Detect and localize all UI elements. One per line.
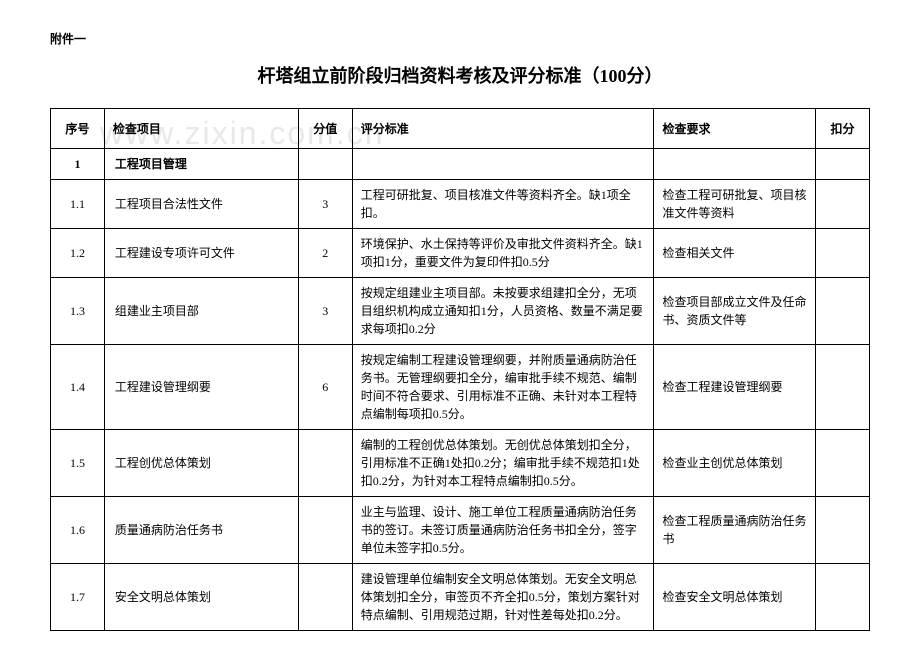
row-item: 工程建设管理纲要 [104,345,298,430]
row-item: 工程项目合法性文件 [104,180,298,229]
row-requirement: 检查工程可研批复、项目核准文件等资料 [654,180,816,229]
row-score: 3 [298,278,352,345]
header-item: 检查项目 [104,109,298,149]
row-score: 3 [298,180,352,229]
row-standard: 工程可研批复、项目核准文件等资料齐全。缺1项全扣。 [352,180,654,229]
row-index: 1.2 [51,229,105,278]
table-row: 1.7 安全文明总体策划 建设管理单位编制安全文明总体策划。无安全文明总体策划扣… [51,564,870,631]
row-requirement: 检查安全文明总体策划 [654,564,816,631]
table-row: 1.1 工程项目合法性文件 3 工程可研批复、项目核准文件等资料齐全。缺1项全扣… [51,180,870,229]
row-deduct [816,180,870,229]
row-standard: 业主与监理、设计、施工单位工程质量通病防治任务书的签订。未签订质量通病防治任务书… [352,497,654,564]
row-score [298,430,352,497]
row-index: 1.7 [51,564,105,631]
header-standard: 评分标准 [352,109,654,149]
table-header-row: 序号 检查项目 分值 评分标准 检查要求 扣分 [51,109,870,149]
assessment-table: 序号 检查项目 分值 评分标准 检查要求 扣分 1 工程项目管理 1.1 工程项… [50,108,870,631]
section-deduct [816,149,870,180]
section-row: 1 工程项目管理 [51,149,870,180]
section-requirement [654,149,816,180]
row-requirement: 检查相关文件 [654,229,816,278]
row-deduct [816,229,870,278]
row-standard: 建设管理单位编制安全文明总体策划。无安全文明总体策划扣全分，审签页不齐全扣0.5… [352,564,654,631]
row-index: 1.6 [51,497,105,564]
row-standard: 按规定编制工程建设管理纲要，并附质量通病防治任务书。无管理纲要扣全分，编审批手续… [352,345,654,430]
row-item: 组建业主项目部 [104,278,298,345]
row-deduct [816,345,870,430]
header-score: 分值 [298,109,352,149]
row-requirement: 检查工程质量通病防治任务书 [654,497,816,564]
row-deduct [816,497,870,564]
header-requirement: 检查要求 [654,109,816,149]
table-body: 1 工程项目管理 1.1 工程项目合法性文件 3 工程可研批复、项目核准文件等资… [51,149,870,631]
row-item: 质量通病防治任务书 [104,497,298,564]
row-score: 2 [298,229,352,278]
row-score: 6 [298,345,352,430]
header-deduct: 扣分 [816,109,870,149]
row-requirement: 检查业主创优总体策划 [654,430,816,497]
row-standard: 环境保护、水土保持等评价及审批文件资料齐全。缺1项扣1分，重要文件为复印件扣0.… [352,229,654,278]
row-index: 1.4 [51,345,105,430]
section-item: 工程项目管理 [104,149,298,180]
row-score [298,564,352,631]
section-score [298,149,352,180]
row-deduct [816,430,870,497]
table-row: 1.5 工程创优总体策划 编制的工程创优总体策划。无创优总体策划扣全分，引用标准… [51,430,870,497]
row-score [298,497,352,564]
header-index: 序号 [51,109,105,149]
row-item: 工程建设专项许可文件 [104,229,298,278]
section-standard [352,149,654,180]
row-index: 1.1 [51,180,105,229]
row-item: 安全文明总体策划 [104,564,298,631]
row-deduct [816,278,870,345]
page-title: 杆塔组立前阶段归档资料考核及评分标准（100分） [50,62,870,88]
row-requirement: 检查项目部成立文件及任命书、资质文件等 [654,278,816,345]
table-row: 1.2 工程建设专项许可文件 2 环境保护、水土保持等评价及审批文件资料齐全。缺… [51,229,870,278]
table-row: 1.4 工程建设管理纲要 6 按规定编制工程建设管理纲要，并附质量通病防治任务书… [51,345,870,430]
row-item: 工程创优总体策划 [104,430,298,497]
row-requirement: 检查工程建设管理纲要 [654,345,816,430]
attachment-label: 附件一 [50,30,870,47]
row-index: 1.5 [51,430,105,497]
row-standard: 编制的工程创优总体策划。无创优总体策划扣全分，引用标准不正确1处扣0.2分；编审… [352,430,654,497]
row-deduct [816,564,870,631]
section-index: 1 [51,149,105,180]
table-row: 1.3 组建业主项目部 3 按规定组建业主项目部。未按要求组建扣全分，无项目组织… [51,278,870,345]
row-index: 1.3 [51,278,105,345]
table-row: 1.6 质量通病防治任务书 业主与监理、设计、施工单位工程质量通病防治任务书的签… [51,497,870,564]
row-standard: 按规定组建业主项目部。未按要求组建扣全分，无项目组织机构成立通知扣1分，人员资格… [352,278,654,345]
